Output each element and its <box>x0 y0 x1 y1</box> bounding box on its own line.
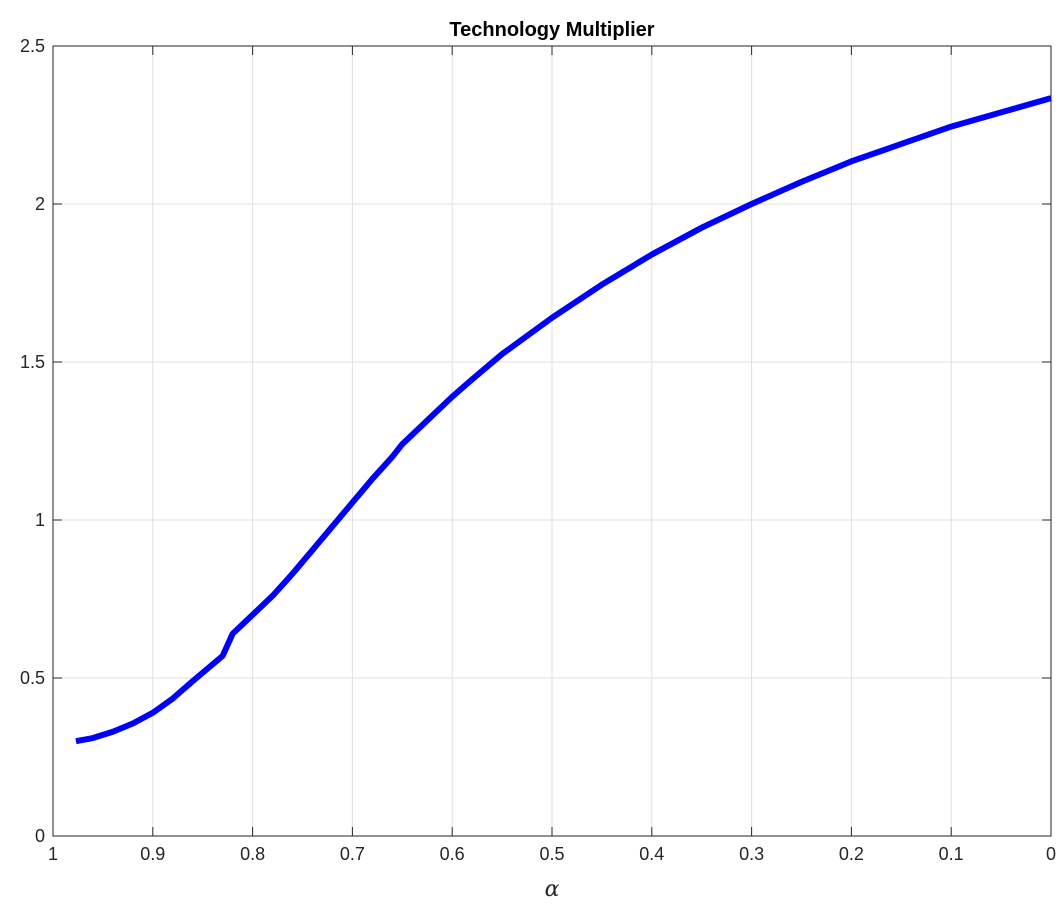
x-tick-label-3: 0.7 <box>340 844 365 864</box>
y-tick-label-5: 2.5 <box>20 36 45 56</box>
x-axis-label: α <box>545 877 560 902</box>
x-tick-label-5: 0.5 <box>539 844 564 864</box>
series <box>75 95 1052 745</box>
x-tick-label-9: 0.1 <box>939 844 964 864</box>
y-tick-label-2: 1 <box>35 510 45 530</box>
x-tick-label-10: 0 <box>1046 844 1056 864</box>
series-line-0 <box>75 95 1052 745</box>
x-tick-label-2: 0.8 <box>240 844 265 864</box>
ticks: 1 0.9 0.8 0.7 0.6 0.5 0.4 0.3 0.2 0.1 0 0 0.5 1 1.5 2 2.… <box>20 36 1056 864</box>
x-tick-label-6: 0.4 <box>639 844 664 864</box>
x-tick-label-7: 0.3 <box>739 844 764 864</box>
x-tick-label-1: 0.9 <box>140 844 165 864</box>
y-tick-label-0: 0 <box>35 826 45 846</box>
x-tick-label-0: 1 <box>48 844 58 864</box>
x-tick-label-8: 0.2 <box>839 844 864 864</box>
y-tick-label-3: 1.5 <box>20 352 45 372</box>
chart-title: Technology Multiplier <box>449 19 654 41</box>
y-tick-label-1: 0.5 <box>20 668 45 688</box>
y-tick-label-4: 2 <box>35 194 45 214</box>
x-tick-label-4: 0.6 <box>440 844 465 864</box>
